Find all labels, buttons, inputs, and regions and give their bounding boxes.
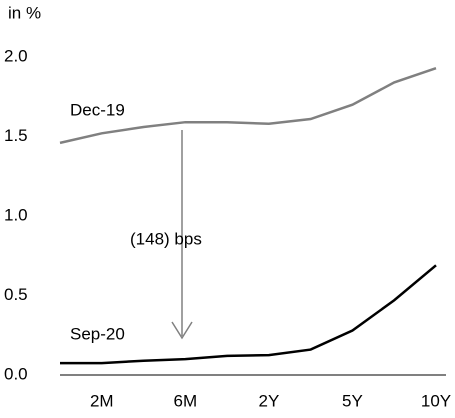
line xyxy=(60,264,437,365)
arrow-head xyxy=(171,321,193,340)
annotation: (148) bps xyxy=(130,229,202,248)
series-label: Dec-19 xyxy=(70,100,125,119)
y-tick-label: 1.5 xyxy=(4,126,28,145)
y-tick-label: 0.0 xyxy=(4,364,28,383)
line xyxy=(59,66,437,145)
x-tick-label: 10Y xyxy=(421,391,451,410)
x-tick-label: 6M xyxy=(174,391,198,410)
y-tick-label: 1.0 xyxy=(4,205,28,224)
x-tick-label: 2M xyxy=(90,391,114,410)
y-tick-label: 0.5 xyxy=(4,285,28,304)
y-axis-label: in % xyxy=(8,3,41,22)
x-tick-label: 2Y xyxy=(258,391,279,410)
series-label: Sep-20 xyxy=(70,325,125,344)
x-tick-label: 5Y xyxy=(342,391,363,410)
y-tick-label: 2.0 xyxy=(4,46,28,65)
